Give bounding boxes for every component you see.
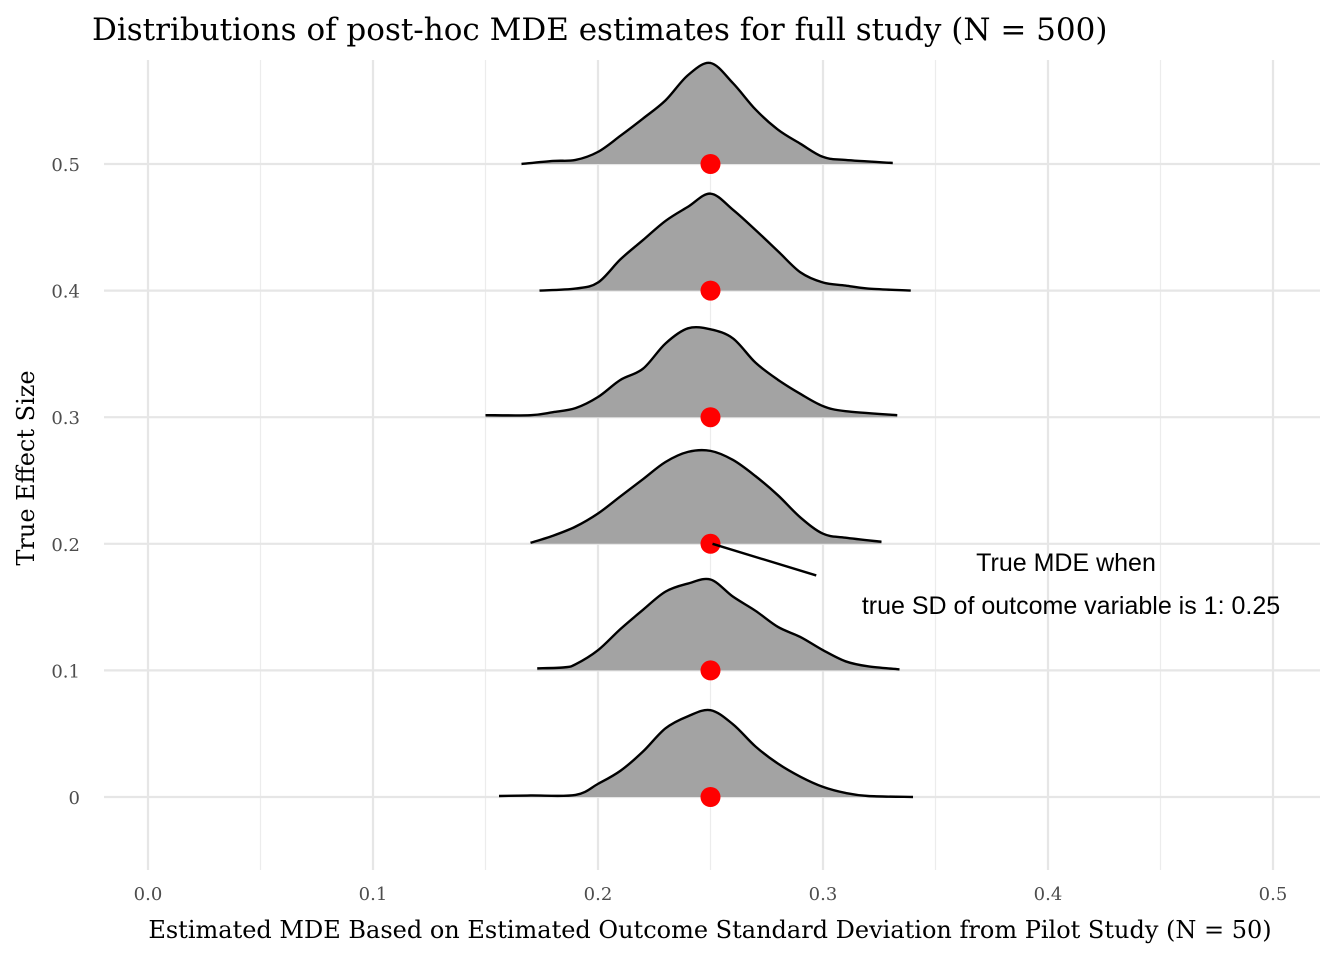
ridge-outline: [485, 325, 898, 417]
y-tick-label: 0: [69, 788, 80, 809]
y-tick-label: 0.1: [51, 661, 80, 682]
density-ridge-0.3: [485, 325, 898, 418]
ridge-outline: [537, 577, 900, 671]
y-axis-ticks: 0 0.1 0.2 0.3 0.4 0.5: [51, 155, 80, 809]
density-ridge-0: [498, 708, 914, 799]
ridge-fill: [537, 578, 900, 671]
ridge-fill: [539, 193, 911, 291]
y-axis-label: True Effect Size: [12, 370, 40, 565]
ridge-outline: [530, 448, 882, 544]
y-tick-label: 0.3: [51, 408, 80, 429]
true-mde-point: [700, 533, 721, 554]
x-tick-label: 0.1: [359, 884, 388, 905]
density-ridge-0.2: [530, 448, 882, 544]
true-mde-points: [700, 154, 721, 807]
annotation-line-2: true SD of outcome variable is 1: 0.25: [862, 592, 1280, 620]
x-tick-label: 0.3: [809, 884, 838, 905]
ridge-fill: [521, 62, 893, 165]
density-ridge-0.5: [521, 61, 893, 166]
chart-title: Distributions of post-hoc MDE estimates …: [92, 12, 1107, 48]
true-mde-point: [700, 787, 721, 807]
density-ridge-0.1: [537, 577, 900, 671]
ridge-outline: [498, 708, 914, 799]
true-mde-point: [700, 407, 721, 428]
annotation-leader-line: [712, 542, 817, 577]
x-axis-ticks: 0.0 0.1 0.2 0.3 0.4 0.5: [134, 884, 1288, 905]
y-tick-label: 0.2: [51, 535, 80, 556]
annotation: True MDE when true SD of outcome variabl…: [712, 542, 1280, 620]
true-mde-point: [700, 154, 721, 174]
y-tick-label: 0.5: [51, 155, 80, 176]
true-mde-point: [700, 280, 721, 301]
ridge-fill: [530, 450, 882, 544]
x-tick-label: 0.0: [134, 884, 163, 905]
x-tick-label: 0.5: [1259, 884, 1288, 905]
y-tick-label: 0.4: [51, 282, 80, 303]
ridge-outline: [521, 61, 893, 166]
x-tick-label: 0.2: [584, 884, 613, 905]
ridge-fill: [485, 327, 898, 418]
density-ridge-0.4: [539, 192, 911, 292]
ridge-fill: [499, 709, 913, 797]
ridge-outline: [539, 192, 911, 292]
true-mde-point: [700, 660, 721, 681]
density-ridges: [485, 61, 914, 799]
x-tick-label: 0.4: [1034, 884, 1063, 905]
annotation-line-1: True MDE when: [976, 549, 1156, 577]
x-axis-label: Estimated MDE Based on Estimated Outcome…: [148, 916, 1271, 944]
